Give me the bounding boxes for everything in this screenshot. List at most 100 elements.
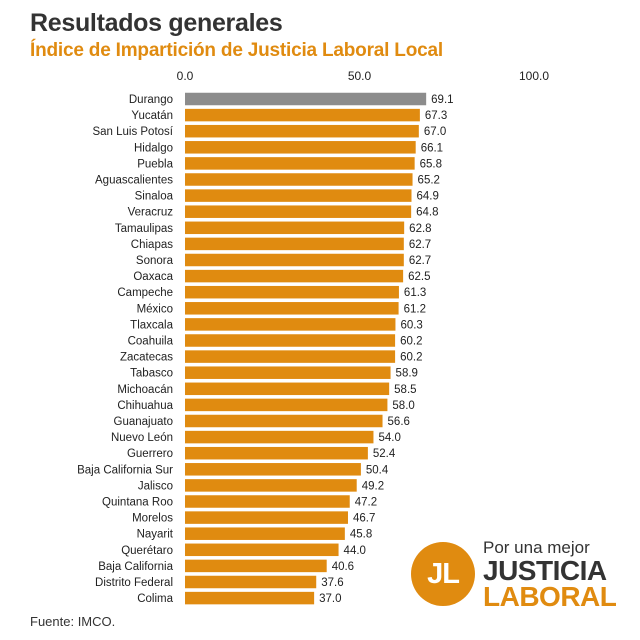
category-label: Zacatecas (120, 352, 173, 364)
bar (185, 495, 350, 508)
category-label: Colima (137, 593, 173, 605)
value-label: 52.4 (373, 448, 396, 460)
bar (185, 237, 404, 251)
bar (185, 463, 361, 476)
bar (185, 124, 419, 138)
bar (185, 382, 390, 396)
value-label: 46.7 (353, 513, 375, 525)
category-label: Veracruz (128, 207, 174, 219)
bar (185, 591, 315, 605)
value-label: 37.6 (321, 577, 343, 589)
bar-chart: 0.0 50.0 100.0 Durango 69.1 Yucatán 67.3 San Lu… (77, 69, 549, 605)
category-label: Yucatán (131, 110, 173, 122)
category-label: Guerrero (127, 448, 173, 460)
value-label: 64.9 (417, 191, 439, 203)
value-label: 54.0 (378, 432, 400, 444)
value-label: 61.2 (404, 303, 426, 315)
value-label: 45.8 (350, 529, 372, 541)
value-label: 60.3 (400, 319, 422, 331)
category-label: Distrito Federal (95, 577, 173, 589)
value-label: 58.0 (392, 400, 414, 412)
category-label: Morelos (132, 513, 173, 525)
value-label: 62.8 (409, 223, 431, 235)
bar (185, 221, 405, 235)
bar (185, 430, 374, 444)
bar (185, 575, 317, 589)
value-label: 44.0 (344, 545, 366, 557)
category-label: Coahuila (128, 336, 174, 348)
value-label: 60.2 (400, 336, 422, 348)
category-label: Tabasco (130, 368, 173, 380)
category-label: Puebla (137, 158, 173, 170)
logo-word-justicia: JUSTICIA (483, 555, 607, 586)
value-label: 58.9 (396, 368, 418, 380)
value-label: 62.7 (409, 239, 431, 251)
x-axis-tick-label: 100.0 (519, 69, 549, 83)
bar (185, 157, 415, 170)
value-label: 37.0 (319, 593, 341, 605)
category-label: Hidalgo (134, 142, 173, 154)
bar (185, 302, 399, 315)
category-label: Nayarit (137, 529, 174, 541)
bar (185, 527, 345, 540)
value-label: 50.4 (366, 464, 389, 476)
chart-title: Resultados generales (30, 9, 283, 37)
logo-initials-badge: JL (411, 542, 475, 606)
value-label: 65.8 (420, 158, 442, 170)
category-label: San Luis Potosí (92, 126, 173, 138)
category-label: Quintana Roo (102, 497, 173, 509)
value-label: 47.2 (355, 497, 377, 509)
source-note: Fuente: IMCO. (30, 614, 116, 629)
value-label: 49.2 (362, 480, 384, 492)
x-axis-tick-label: 0.0 (177, 69, 194, 83)
category-label: Tamaulipas (115, 223, 173, 235)
bar (185, 269, 404, 283)
category-label: Querétaro (121, 545, 173, 557)
logo-word-laboral: LABORAL (483, 581, 617, 612)
bar (185, 398, 388, 412)
value-label: 56.6 (388, 416, 410, 428)
category-label: Aguascalientes (95, 175, 173, 187)
category-label: México (137, 303, 173, 315)
value-label: 40.6 (332, 561, 354, 573)
category-label: Sinaloa (135, 191, 174, 203)
bar (185, 350, 396, 363)
chart-subtitle: Índice de Impartición de Justicia Labora… (30, 40, 443, 61)
category-label: Baja California (98, 561, 173, 573)
bar (185, 334, 396, 347)
value-label: 62.5 (408, 271, 430, 283)
bar (185, 205, 412, 218)
bar (185, 108, 420, 122)
value-label: 62.7 (409, 255, 431, 267)
bar (185, 285, 399, 299)
value-label: 58.5 (394, 384, 416, 396)
value-label: 60.2 (400, 352, 422, 364)
logo-tagline: Por una mejor (483, 538, 590, 557)
bar (185, 366, 391, 379)
bar (185, 543, 339, 557)
value-label: 64.8 (416, 207, 438, 219)
x-axis-tick-label: 50.0 (348, 69, 372, 83)
value-label: 67.3 (425, 110, 447, 122)
category-label: Nuevo León (111, 432, 173, 444)
category-label: Tlaxcala (130, 319, 173, 331)
bar (185, 479, 357, 492)
category-label: Oaxaca (133, 271, 173, 283)
bar (185, 253, 404, 267)
bar (185, 511, 348, 524)
bar (185, 141, 416, 154)
value-label: 61.3 (404, 287, 426, 299)
bar (185, 189, 412, 202)
category-label: Michoacán (117, 384, 173, 396)
value-label: 66.1 (421, 142, 443, 154)
bar (185, 318, 396, 331)
category-label: Chihuahua (117, 400, 173, 412)
category-label: Chiapas (131, 239, 173, 251)
bar (185, 414, 383, 428)
bar-highlighted (185, 92, 427, 106)
bar (185, 173, 413, 186)
bar (185, 559, 327, 573)
brand-logo: JL Por una mejor JUSTICIA LABORAL (411, 538, 631, 612)
category-label: Jalisco (138, 480, 173, 492)
category-label: Durango (129, 94, 173, 106)
